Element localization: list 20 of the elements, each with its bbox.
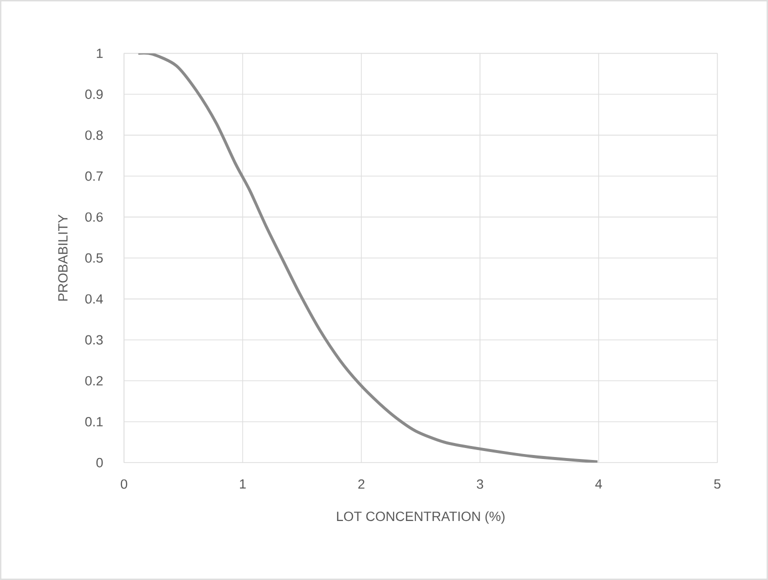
x-tick-label: 4 bbox=[595, 479, 602, 489]
y-tick-label: 0.7 bbox=[85, 171, 103, 181]
x-tick-label: 5 bbox=[714, 479, 720, 489]
x-tick-label: 2 bbox=[358, 479, 364, 489]
y-tick-label: 0.1 bbox=[85, 417, 103, 426]
x-tick-label: 1 bbox=[240, 479, 246, 489]
x-axis-title: LOT CONCENTRATION (%) bbox=[337, 511, 505, 524]
y-tick-label: 0.9 bbox=[85, 90, 103, 99]
x-tick-label: 3 bbox=[476, 479, 484, 489]
y-tick-label: 0.2 bbox=[85, 376, 103, 386]
line-series bbox=[136, 53, 599, 463]
y-tick-label: 0.3 bbox=[85, 335, 103, 345]
y-axis-title: PROBABILITY bbox=[58, 214, 68, 301]
y-tick-label: 1 bbox=[96, 48, 103, 58]
x-tick-label: 0 bbox=[120, 479, 128, 489]
y-tick-label: 0.8 bbox=[85, 130, 103, 140]
y-tick-label: 0.4 bbox=[85, 294, 103, 304]
y-tick-label: 0.5 bbox=[85, 253, 103, 263]
y-tick-label: 0 bbox=[96, 458, 103, 468]
y-tick-label: 0.6 bbox=[85, 212, 103, 222]
